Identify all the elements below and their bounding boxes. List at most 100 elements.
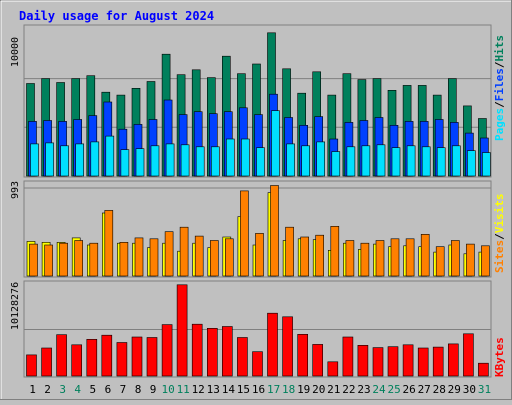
bar-kbytes-day-25 <box>387 346 399 377</box>
svg-text:Pages/Files/Hits: Pages/Files/Hits <box>493 35 506 141</box>
x-tick-label-day-21: 21 <box>327 383 340 396</box>
bar-sites-day-30 <box>466 243 475 277</box>
x-tick-label-day-7: 7 <box>120 383 127 396</box>
legend-files: Files <box>493 68 506 101</box>
bar-pages-day-13 <box>211 146 220 177</box>
bar-sites-day-18 <box>285 226 294 277</box>
bar-kbytes-day-4 <box>71 344 82 377</box>
bar-pages-day-2 <box>45 142 54 177</box>
bar-kbytes-day-23 <box>357 344 369 377</box>
bar-kbytes-day-19 <box>297 333 309 377</box>
bar-sites-day-10 <box>164 231 174 277</box>
x-tick-label-day-19: 19 <box>297 383 310 396</box>
bar-kbytes-day-17 <box>267 312 278 377</box>
y-label-hits: 10000 <box>10 37 21 67</box>
legend-hits: Hits <box>493 35 506 62</box>
bar-sites-day-20 <box>315 234 325 277</box>
legend-sep-2: / <box>493 61 506 68</box>
bar-sites-day-15 <box>240 190 249 277</box>
chart-title: Daily usage for August 2024 <box>19 9 214 23</box>
x-tick-label-day-25: 25 <box>387 383 400 396</box>
x-tick-label-day-13: 13 <box>207 383 220 396</box>
bar-kbytes-day-10 <box>161 324 173 377</box>
bar-pages-day-31 <box>482 152 491 177</box>
bar-marks <box>26 32 491 377</box>
bar-pages-day-24 <box>376 144 386 177</box>
bar-kbytes-day-22 <box>342 336 354 377</box>
x-tick-label-day-11: 11 <box>177 383 190 396</box>
bar-sites-day-2 <box>44 244 53 277</box>
x-tick-label-day-29: 29 <box>448 383 461 396</box>
bar-kbytes-day-21 <box>327 361 339 377</box>
bar-pages-day-4 <box>75 143 84 177</box>
x-tick-label-day-28: 28 <box>433 383 446 396</box>
bar-kbytes-day-29 <box>447 343 459 377</box>
bar-pages-day-5 <box>90 141 100 177</box>
bar-pages-day-18 <box>286 143 295 177</box>
bar-sites-day-27 <box>420 234 430 277</box>
x-tick-label-day-31: 31 <box>478 383 491 396</box>
bar-sites-day-1 <box>29 243 38 277</box>
x-tick-label-day-1: 1 <box>29 383 36 396</box>
bar-sites-day-7 <box>119 242 129 277</box>
y-label-visits: 993 <box>10 181 21 199</box>
bar-sites-day-25 <box>390 238 400 277</box>
bar-pages-day-23 <box>361 145 371 177</box>
bar-kbytes-day-14 <box>222 326 233 377</box>
bar-pages-day-8 <box>135 148 145 177</box>
legend-sep-3: / <box>493 233 506 240</box>
bar-pages-day-3 <box>60 145 69 177</box>
bar-sites-day-29 <box>450 240 460 277</box>
x-tick-label-day-9: 9 <box>150 383 157 396</box>
bar-pages-day-16 <box>256 147 265 177</box>
bar-kbytes-day-30 <box>463 333 474 377</box>
x-tick-label-day-20: 20 <box>312 383 325 396</box>
bar-sites-day-24 <box>375 240 385 277</box>
bar-pages-day-22 <box>346 146 356 177</box>
bar-kbytes-day-18 <box>282 316 293 377</box>
bar-kbytes-day-8 <box>131 336 143 377</box>
bar-kbytes-day-6 <box>101 334 113 377</box>
bar-pages-day-30 <box>467 150 476 177</box>
x-tick-label-day-10: 10 <box>161 383 174 396</box>
bar-pages-day-14 <box>226 138 235 177</box>
bar-pages-day-15 <box>241 138 250 177</box>
x-tick-label-day-30: 30 <box>463 383 476 396</box>
bar-pages-day-28 <box>436 147 446 177</box>
bar-pages-day-17 <box>271 110 280 177</box>
bar-sites-day-8 <box>134 237 144 277</box>
x-tick-label-day-18: 18 <box>282 383 295 396</box>
bar-kbytes-day-1 <box>26 354 37 377</box>
bar-pages-day-26 <box>406 145 416 177</box>
x-tick-label-day-15: 15 <box>237 383 250 396</box>
bar-pages-day-20 <box>316 141 326 177</box>
bar-kbytes-day-31 <box>478 362 489 377</box>
bar-pages-day-1 <box>30 143 39 177</box>
bar-pages-day-29 <box>451 145 461 177</box>
x-tick-label-day-26: 26 <box>402 383 415 396</box>
bar-sites-day-9 <box>149 238 159 277</box>
x-axis-labels: 1 2 3 4 5 6 7 8 9 10 11 12 13 14 15 16 17 18 19 20 21 22 23 24 2… <box>29 383 491 396</box>
bar-kbytes-day-9 <box>146 337 158 377</box>
x-tick-label-day-23: 23 <box>357 383 370 396</box>
bar-sites-day-26 <box>405 238 415 277</box>
bar-kbytes-day-27 <box>417 347 429 377</box>
bar-sites-day-23 <box>360 242 370 277</box>
x-tick-label-day-2: 2 <box>44 383 51 396</box>
x-tick-label-day-27: 27 <box>418 383 431 396</box>
x-tick-label-day-22: 22 <box>342 383 355 396</box>
bar-sites-day-17 <box>270 185 279 277</box>
bar-kbytes-day-13 <box>207 327 218 377</box>
bar-kbytes-day-16 <box>252 351 263 377</box>
bar-sites-day-14 <box>225 238 234 277</box>
x-tick-label-day-12: 12 <box>192 383 205 396</box>
bar-sites-day-4 <box>74 240 83 277</box>
legend-visits: Visits <box>493 194 506 234</box>
bar-pages-day-12 <box>195 146 205 177</box>
bar-kbytes-day-2 <box>41 347 52 377</box>
x-tick-label-day-3: 3 <box>59 383 66 396</box>
bar-pages-day-11 <box>180 144 190 177</box>
bar-sites-day-16 <box>255 233 264 277</box>
